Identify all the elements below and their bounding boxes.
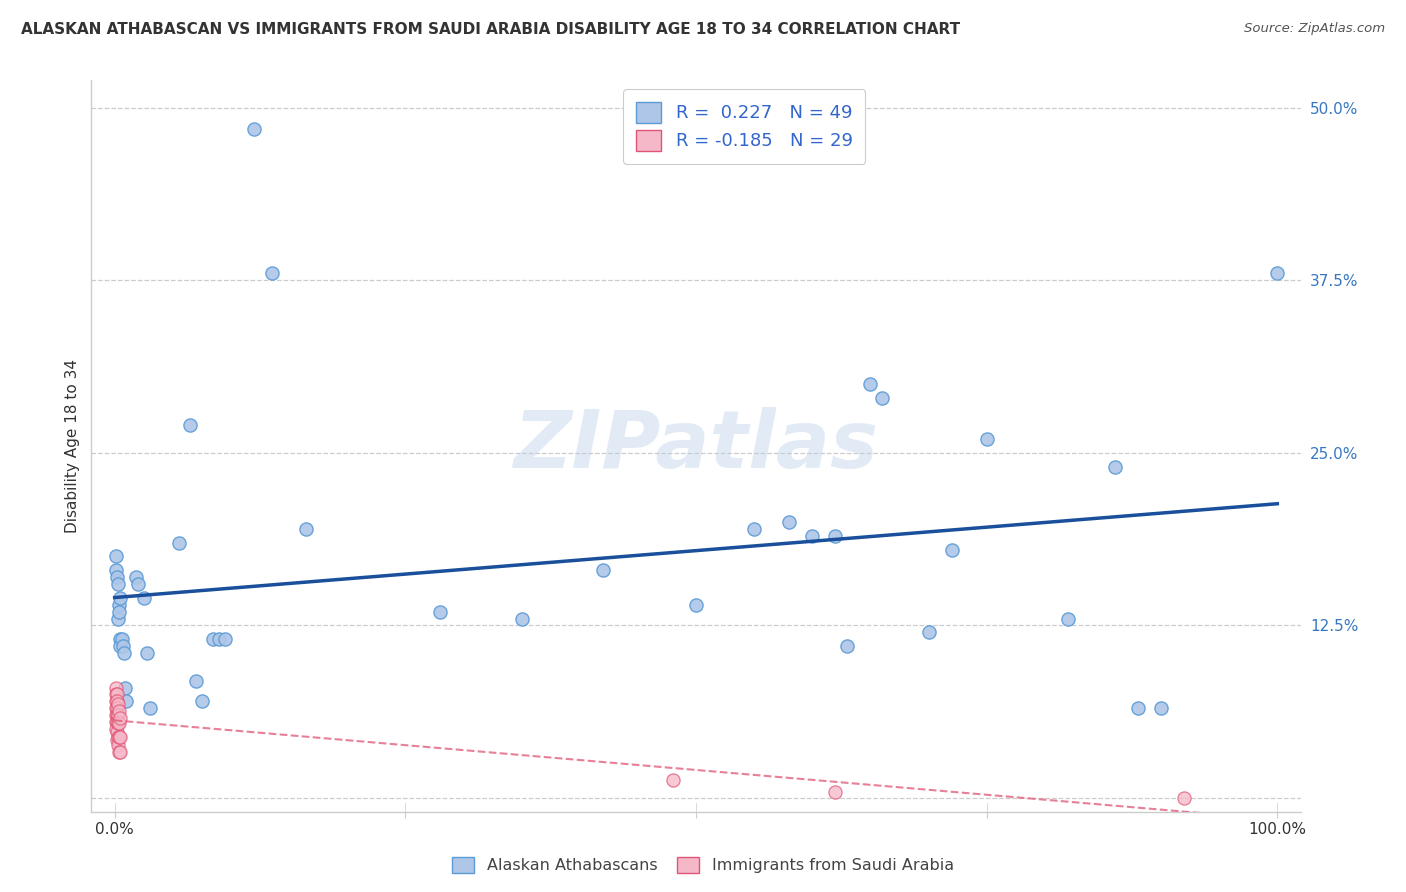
Point (114, 681, 136, 695)
Point (104, 694, 127, 708)
Point (124, 570, 146, 584)
Point (202, 632, 225, 647)
Point (108, 730, 131, 744)
Point (104, 563, 127, 577)
Point (108, 605, 131, 619)
Point (136, 646, 159, 660)
Y-axis label: Disability Age 18 to 34: Disability Age 18 to 34 (65, 359, 80, 533)
Point (110, 730, 132, 744)
Point (824, 529, 846, 543)
Point (295, 522, 318, 536)
Point (105, 701, 128, 715)
Point (104, 687, 127, 701)
Point (110, 745, 132, 759)
Legend: Alaskan Athabascans, Immigrants from Saudi Arabia: Alaskan Athabascans, Immigrants from Sau… (446, 850, 960, 880)
Point (976, 432, 998, 446)
Point (1126, 701, 1149, 715)
Point (108, 598, 131, 612)
Point (107, 697, 129, 711)
Point (824, 785, 846, 799)
Point (184, 673, 207, 688)
Point (105, 733, 128, 747)
Point (859, 376, 882, 391)
Text: Source: ZipAtlas.com: Source: ZipAtlas.com (1244, 22, 1385, 36)
Point (243, 121, 266, 136)
Point (111, 639, 134, 653)
Point (801, 529, 824, 543)
Point (260, 267, 283, 281)
Point (510, 611, 533, 625)
Point (429, 605, 451, 619)
Point (108, 704, 131, 718)
Point (778, 515, 800, 529)
Point (104, 708, 127, 723)
Point (107, 739, 129, 753)
Point (104, 681, 127, 695)
Point (110, 711, 132, 725)
Point (110, 632, 132, 647)
Point (105, 714, 128, 729)
Point (870, 391, 893, 405)
Point (132, 591, 155, 605)
Point (105, 724, 128, 739)
Point (835, 639, 858, 653)
Point (105, 687, 128, 701)
Point (1057, 611, 1080, 625)
Point (1173, 791, 1195, 805)
Point (917, 625, 939, 640)
Point (214, 632, 236, 647)
Point (115, 694, 138, 708)
Point (661, 772, 683, 787)
Point (1104, 459, 1126, 474)
Legend: R =  0.227   N = 49, R = -0.185   N = 29: R = 0.227 N = 49, R = -0.185 N = 29 (623, 89, 865, 163)
Point (104, 549, 127, 564)
Point (105, 570, 128, 584)
Point (107, 708, 129, 723)
Point (1150, 701, 1173, 715)
Point (167, 535, 190, 549)
Point (110, 639, 132, 653)
Point (105, 708, 128, 723)
Point (179, 418, 201, 433)
Point (1265, 267, 1288, 281)
Point (127, 577, 149, 591)
Point (685, 598, 707, 612)
Point (107, 577, 129, 591)
Point (108, 716, 131, 731)
Point (111, 632, 132, 647)
Point (742, 522, 765, 536)
Point (107, 716, 129, 731)
Point (107, 730, 129, 744)
Point (107, 611, 129, 625)
Point (108, 745, 131, 759)
Text: ZIPatlas: ZIPatlas (513, 407, 879, 485)
Point (191, 694, 214, 708)
Point (592, 563, 614, 577)
Point (138, 701, 160, 715)
Point (112, 646, 135, 660)
Point (104, 714, 127, 729)
Point (941, 542, 963, 557)
Point (104, 701, 127, 715)
Point (110, 591, 132, 605)
Point (104, 722, 127, 736)
Text: ALASKAN ATHABASCAN VS IMMIGRANTS FROM SAUDI ARABIA DISABILITY AGE 18 TO 34 CORRE: ALASKAN ATHABASCAN VS IMMIGRANTS FROM SA… (21, 22, 960, 37)
Point (208, 632, 231, 647)
Point (105, 694, 128, 708)
